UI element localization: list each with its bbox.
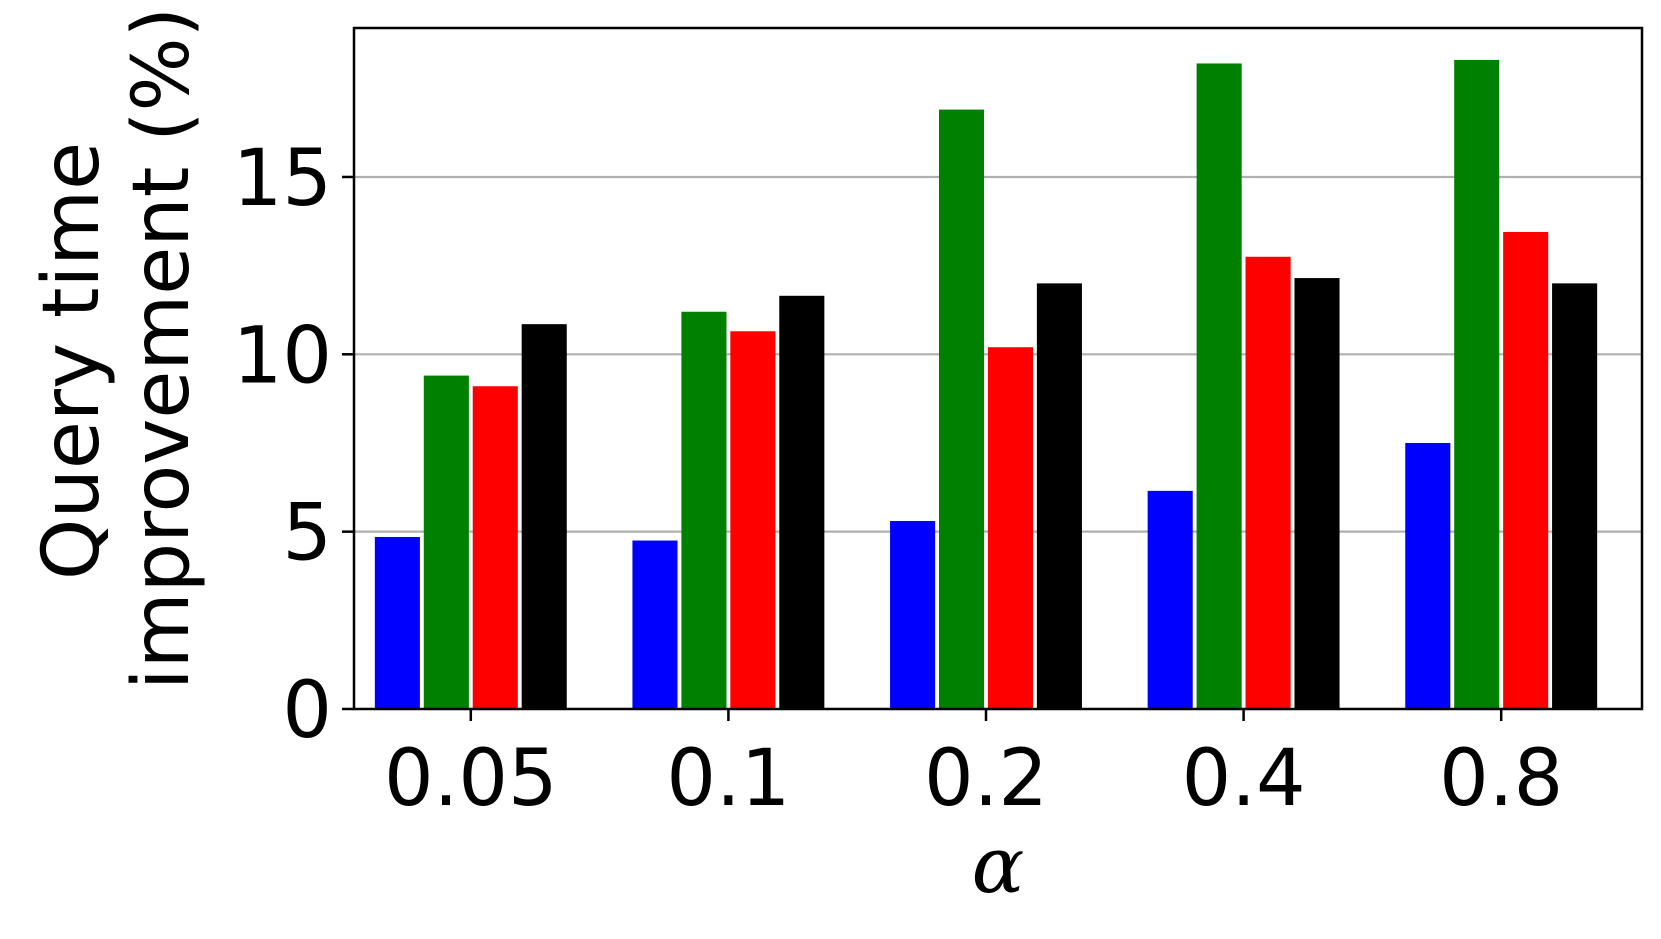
bar <box>1454 59 1500 709</box>
bar <box>632 540 678 709</box>
x-tick-label: 0.4 <box>1182 734 1306 824</box>
y-tick-label: 10 <box>233 311 332 401</box>
bar <box>472 386 518 709</box>
bar <box>423 375 469 709</box>
x-tick-label: 0.8 <box>1439 734 1563 824</box>
axis-ticks: 0 5 10 15 0.05 0.1 0.2 0.4 0.8 <box>233 134 1563 824</box>
y-tick-label: 5 <box>282 489 332 579</box>
bar <box>730 331 776 709</box>
x-tick-label: 0.05 <box>384 734 558 824</box>
bar <box>938 109 985 709</box>
plot-frame <box>352 26 1644 711</box>
bars <box>374 59 1598 709</box>
bar <box>1503 231 1549 709</box>
x-tick-label: 0.2 <box>924 734 1048 824</box>
y-axis-label-line-2: improvement (%) <box>117 7 207 690</box>
bar <box>1147 490 1193 709</box>
y-tick-label: 15 <box>233 134 332 224</box>
bar <box>681 311 727 709</box>
bar <box>374 536 420 709</box>
bar <box>890 521 936 709</box>
bar <box>1294 278 1340 709</box>
bar <box>521 324 567 709</box>
bar <box>1196 63 1242 709</box>
x-tick-label: 0.1 <box>666 734 790 824</box>
bar <box>987 347 1034 709</box>
y-axis-label-line-1: Query time <box>27 142 117 580</box>
bar <box>779 295 825 709</box>
bar <box>1405 442 1451 709</box>
bar <box>1036 283 1082 709</box>
bar <box>1245 256 1291 709</box>
y-axis-label: Query time improvement (%) <box>27 7 207 690</box>
x-axis-label: α <box>972 821 1025 911</box>
y-tick-label: 0 <box>282 666 332 756</box>
bar <box>1552 283 1598 709</box>
